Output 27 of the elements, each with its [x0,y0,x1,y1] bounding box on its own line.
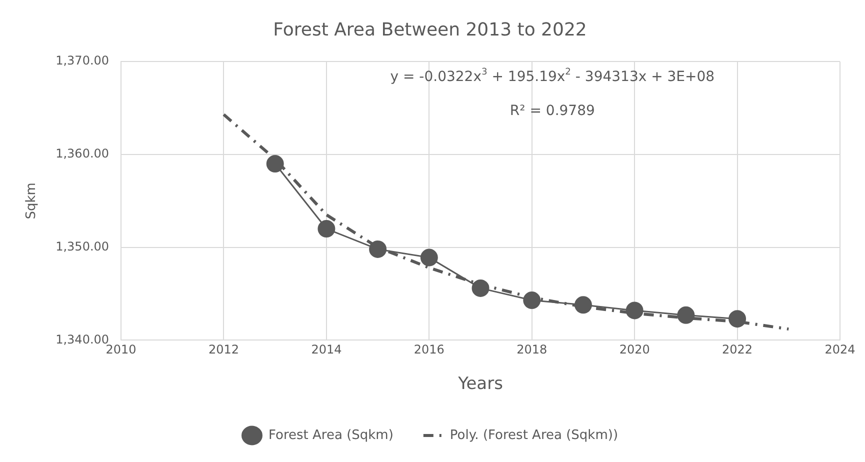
point [420,248,438,266]
point [472,279,490,297]
point [523,292,541,310]
point [369,240,387,258]
x-tick-label: 2012 [208,342,240,357]
x-tick-label: 2020 [619,342,650,357]
legend-label: Forest Area (Sqkm) [268,428,394,443]
x-tick-label: 2024 [824,342,856,357]
point [318,220,336,238]
x-axis-title: Years [457,374,504,394]
x-tick-label: 2022 [722,342,753,357]
point [266,155,284,173]
x-tick-label: 2018 [516,342,548,357]
point [728,310,746,328]
annotation: R² = 0.9789 [510,103,595,120]
legend-label: Poly. (Forest Area (Sqkm)) [450,428,618,443]
x-tick-label: 2016 [414,342,444,357]
x-tick-label: 2014 [311,342,342,357]
y-tick-label: 1,360.00 [56,146,110,161]
point [574,296,592,314]
y-axis-title: Sqkm [24,182,40,220]
chart-title: Forest Area Between 2013 to 2022 [273,19,587,40]
x-tick-label: 2010 [106,342,136,357]
y-tick-label: 1,350.00 [56,239,110,254]
point [626,302,644,320]
point [677,306,695,324]
y-tick-label: 1,370.00 [56,54,110,68]
